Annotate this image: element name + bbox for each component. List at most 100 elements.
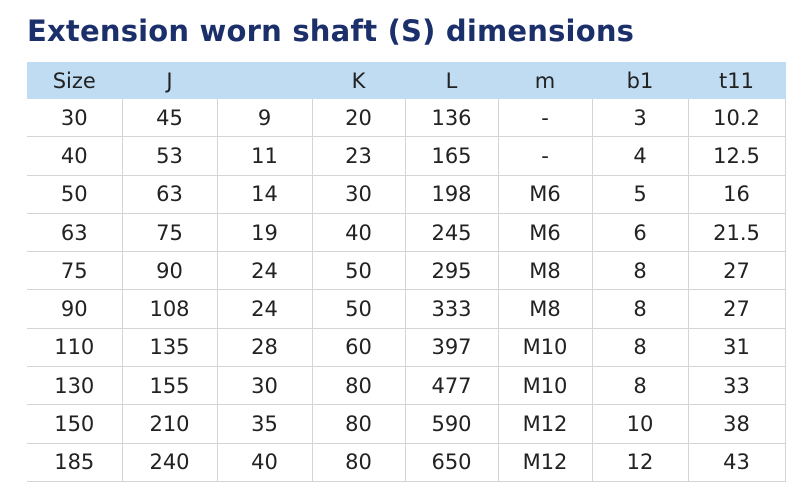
table-cell: 80 [311,442,406,482]
table-cell: 650 [404,442,499,482]
table-row: 75 90 24 50 295 M8 8 27 [27,251,786,291]
header-cell: t11 [687,62,786,99]
table-cell: 245 [404,212,499,253]
table-cell: 60 [311,327,406,368]
table-cell: - [497,97,593,138]
table-cell: 19 [216,212,313,253]
table-cell: 90 [27,289,123,329]
table-cell: 27 [687,289,786,329]
table-cell: 397 [404,327,499,368]
table-cell: 333 [404,289,499,329]
table-cell: M12 [497,442,593,482]
table-row: 40 53 11 23 165-4 12.5 [27,136,786,176]
table-cell: 16 [687,174,786,214]
table-cell: 38 [687,404,786,444]
table-cell: 198 [404,174,499,214]
table-cell: 295 [404,251,499,291]
table-cell: 63 [27,212,123,253]
table-cell: 12 [591,442,689,482]
table-cell: M10 [497,327,593,368]
table-cell: 50 [311,251,406,291]
table-cell: 30 [311,174,406,214]
table-row: 110 135 28 60 397 M10 8 31 [27,327,786,368]
table-row: 30 45 9 20 136-3 10.2 [27,97,786,138]
header-cell: b1 [591,62,689,99]
table-cell: 63 [121,174,218,214]
table-cell: 130 [27,366,123,406]
table-cell: 3 [591,97,689,138]
table-cell: 5 [591,174,689,214]
table-cell: 110 [27,327,123,368]
table-cell: 80 [311,366,406,406]
table-cell: 45 [121,97,218,138]
header-cell: J [121,62,218,99]
table-cell: 12.5 [687,136,786,176]
table-cell: 6 [591,212,689,253]
table-cell: 10 [591,404,689,444]
table-cell: M8 [497,289,593,329]
table-cell: 30 [27,97,123,138]
table-row: 150 210 35 80 590 M12 10 38 [27,404,786,444]
header-cell: m [497,62,593,99]
table-cell: - [497,136,593,176]
table-row: 185 240 40 80 650 M12 12 43 [27,442,786,482]
table-cell: 136 [404,97,499,138]
table-cell: 40 [27,136,123,176]
table-cell: M10 [497,366,593,406]
table-cell: 477 [404,366,499,406]
table-cell: 40 [216,442,313,482]
table-row: 130 155 30 80 477 M10 8 33 [27,366,786,406]
table-cell: 40 [311,212,406,253]
table-cell: 75 [121,212,218,253]
table-cell: 11 [216,136,313,176]
table-cell: 210 [121,404,218,444]
table-row: 63 75 19 40 245 M6 6 21.5 [27,212,786,253]
table-cell: 10.2 [687,97,786,138]
table-cell: 165 [404,136,499,176]
table-cell: 31 [687,327,786,368]
table-cell: 240 [121,442,218,482]
table-cell: M8 [497,251,593,291]
table-cell: 24 [216,289,313,329]
table-body: 30 45 9 20 136-3 10.2 40 53 11 23 165-4 12.5 50 63 14 3… [27,97,786,482]
table-cell: 23 [311,136,406,176]
table-row: 90 108 24 50 333 M8 8 27 [27,289,786,329]
table-cell: 28 [216,327,313,368]
table-cell: 30 [216,366,313,406]
header-cell: L [404,62,499,99]
table-cell: 50 [27,174,123,214]
table-cell: 43 [687,442,786,482]
table-cell: M12 [497,404,593,444]
table-cell: 33 [687,366,786,406]
table-row: 50 63 14 30 198 M6 5 16 [27,174,786,214]
table-cell: 80 [311,404,406,444]
header-cell [216,62,313,99]
table-cell: 185 [27,442,123,482]
table-cell: 9 [216,97,313,138]
header-cell: Size [27,62,123,99]
table-cell: 50 [311,289,406,329]
table-cell: 590 [404,404,499,444]
header-cell: K [311,62,406,99]
table-header: Size J K L m b1 t11 [27,62,786,99]
table-cell: 150 [27,404,123,444]
table-cell: 21.5 [687,212,786,253]
table-cell: 4 [591,136,689,176]
table-cell: M6 [497,212,593,253]
table-cell: 8 [591,251,689,291]
table-cell: 20 [311,97,406,138]
table-cell: 14 [216,174,313,214]
table-cell: 135 [121,327,218,368]
table-cell: 8 [591,366,689,406]
table-cell: 27 [687,251,786,291]
header-row: Size J K L m b1 t11 [27,62,786,99]
table-cell: 35 [216,404,313,444]
table-cell: M6 [497,174,593,214]
table-cell: 8 [591,327,689,368]
table-cell: 8 [591,289,689,329]
table-cell: 75 [27,251,123,291]
title: Extension worn shaft (S) dimensions [27,14,635,48]
table-cell: 53 [121,136,218,176]
table-cell: 90 [121,251,218,291]
